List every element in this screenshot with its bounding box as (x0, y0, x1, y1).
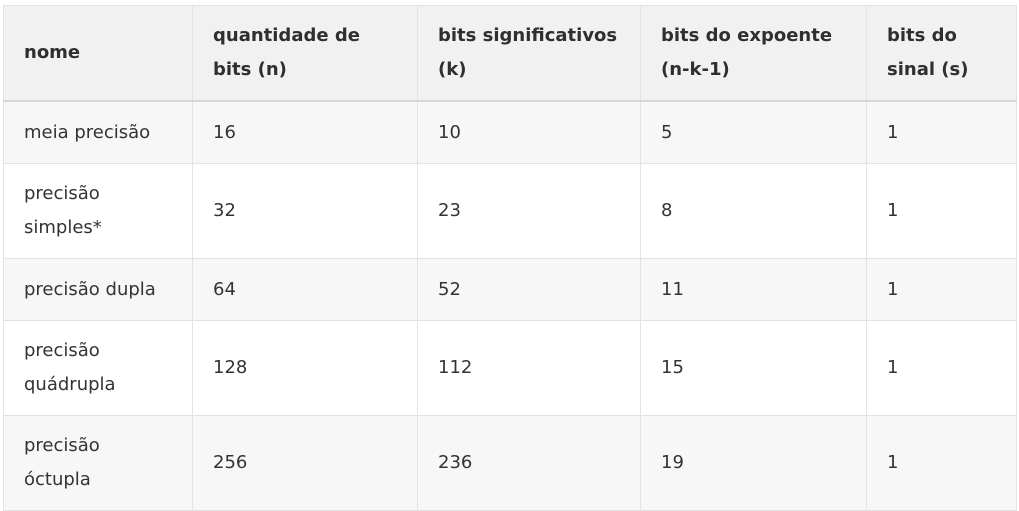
table-row: precisão dupla 64 52 11 1 (3, 258, 1017, 321)
cell-expoente: 11 (640, 258, 867, 321)
table-header: nome quantidade de bits (n) bits signifi… (3, 5, 1017, 102)
header-bits-do-expoente: bits do expoente (n-k-1) (640, 5, 867, 102)
cell-sinal: 1 (866, 320, 1017, 416)
cell-quantidade: 32 (192, 163, 418, 259)
cell-expoente: 8 (640, 163, 867, 259)
cell-expoente: 5 (640, 100, 867, 164)
cell-quantidade: 128 (192, 320, 418, 416)
cell-sinal: 1 (866, 415, 1017, 511)
header-row: nome quantidade de bits (n) bits signifi… (3, 5, 1017, 102)
cell-nome: precisão óctupla (3, 415, 193, 511)
cell-nome: precisão dupla (3, 258, 193, 321)
cell-expoente: 19 (640, 415, 867, 511)
cell-nome: precisão quádrupla (3, 320, 193, 416)
table-row: meia precisão 16 10 5 1 (3, 100, 1017, 164)
cell-significativos: 112 (417, 320, 641, 416)
cell-significativos: 10 (417, 100, 641, 164)
header-nome: nome (3, 5, 193, 102)
cell-sinal: 1 (866, 258, 1017, 321)
cell-nome: meia precisão (3, 100, 193, 164)
precision-table: nome quantidade de bits (n) bits signifi… (3, 5, 1017, 511)
cell-significativos: 52 (417, 258, 641, 321)
cell-quantidade: 16 (192, 100, 418, 164)
header-quantidade-de-bits: quantidade de bits (n) (192, 5, 418, 102)
cell-significativos: 23 (417, 163, 641, 259)
cell-significativos: 236 (417, 415, 641, 511)
table-row: precisão quádrupla 128 112 15 1 (3, 320, 1017, 416)
table-row: precisão óctupla 256 236 19 1 (3, 415, 1017, 511)
cell-sinal: 1 (866, 100, 1017, 164)
cell-nome: precisão simples* (3, 163, 193, 259)
table-row: precisão simples* 32 23 8 1 (3, 163, 1017, 259)
cell-quantidade: 256 (192, 415, 418, 511)
header-bits-do-sinal: bits do sinal (s) (866, 5, 1017, 102)
table-body: meia precisão 16 10 5 1 precisão simples… (3, 100, 1017, 511)
cell-sinal: 1 (866, 163, 1017, 259)
header-bits-significativos: bits significativos (k) (417, 5, 641, 102)
cell-quantidade: 64 (192, 258, 418, 321)
cell-expoente: 15 (640, 320, 867, 416)
